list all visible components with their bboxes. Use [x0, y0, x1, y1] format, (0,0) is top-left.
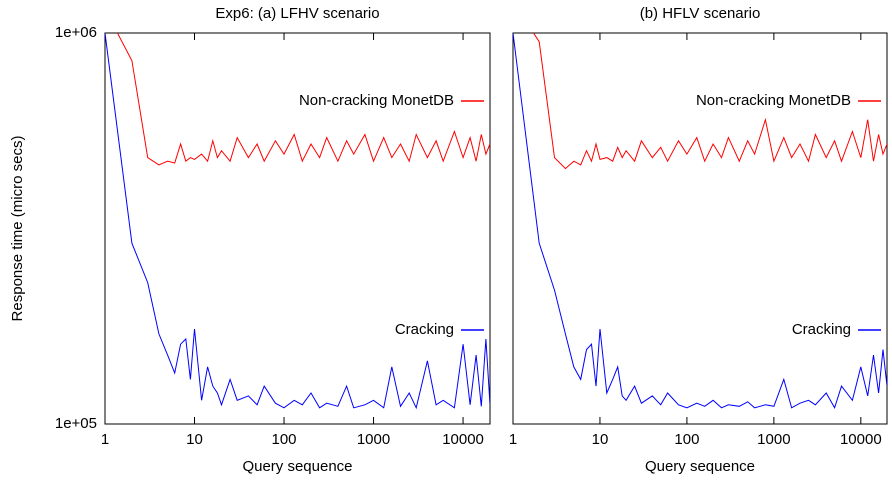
y-axis-label: Response time (micro secs) [9, 136, 26, 322]
chart-title: (b) HFLV scenario [640, 5, 761, 22]
plot-frame [104, 32, 491, 425]
x-tick-label: 1 [509, 431, 517, 448]
series-line [513, 33, 887, 410]
legend-label: Non-cracking MonetDB [299, 92, 454, 109]
series-line [116, 33, 490, 166]
legend-label: Non-cracking MonetDB [696, 92, 851, 109]
x-tick-label: 10 [592, 431, 609, 448]
x-tick-label: 100 [272, 431, 297, 448]
x-axis-label: Query sequence [242, 458, 352, 475]
plot-area [105, 33, 490, 410]
x-tick-label: 10000 [442, 431, 484, 448]
legend-label: Cracking [792, 321, 851, 338]
plot-frame [512, 32, 888, 425]
legend-label: Cracking [395, 321, 454, 338]
x-tick-label: 1000 [757, 431, 790, 448]
series-line [105, 33, 490, 410]
plot-area [513, 33, 887, 410]
series-line [532, 33, 887, 170]
chart-title: Exp6: (a) LFHV scenario [215, 5, 379, 22]
x-tick-label: 1 [101, 431, 109, 448]
x-tick-label: 10 [186, 431, 203, 448]
y-tick-label: 1e+06 [55, 24, 97, 41]
x-tick-label: 1000 [357, 431, 390, 448]
x-tick-label: 100 [674, 431, 699, 448]
x-axis-label: Query sequence [645, 458, 755, 475]
x-tick-label: 10000 [840, 431, 882, 448]
y-tick-label: 1e+05 [55, 415, 97, 432]
